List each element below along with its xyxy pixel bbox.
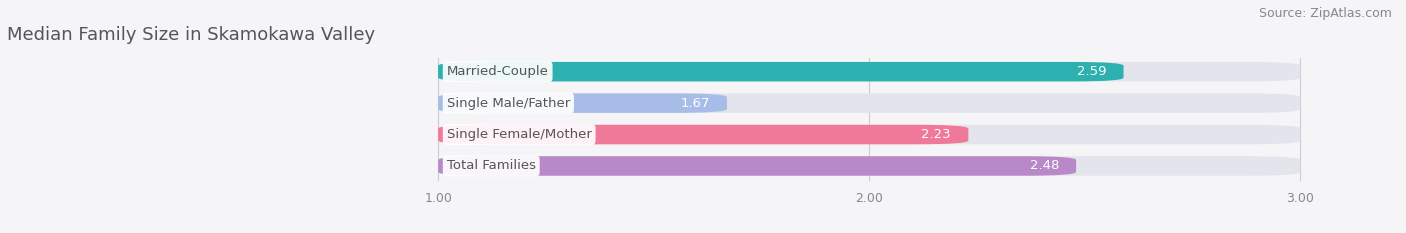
FancyBboxPatch shape bbox=[439, 125, 1301, 144]
Text: Median Family Size in Skamokawa Valley: Median Family Size in Skamokawa Valley bbox=[7, 26, 375, 44]
Text: Married-Couple: Married-Couple bbox=[447, 65, 548, 78]
FancyBboxPatch shape bbox=[439, 156, 1076, 176]
Text: 2.48: 2.48 bbox=[1029, 159, 1059, 172]
Text: 1.67: 1.67 bbox=[681, 97, 710, 110]
Text: 2.23: 2.23 bbox=[921, 128, 950, 141]
FancyBboxPatch shape bbox=[439, 93, 1301, 113]
Text: Total Families: Total Families bbox=[447, 159, 536, 172]
FancyBboxPatch shape bbox=[439, 62, 1123, 81]
Text: Source: ZipAtlas.com: Source: ZipAtlas.com bbox=[1258, 7, 1392, 20]
FancyBboxPatch shape bbox=[439, 125, 969, 144]
FancyBboxPatch shape bbox=[439, 93, 727, 113]
Text: Single Female/Mother: Single Female/Mother bbox=[447, 128, 592, 141]
FancyBboxPatch shape bbox=[439, 62, 1301, 81]
FancyBboxPatch shape bbox=[439, 156, 1301, 176]
Text: 2.59: 2.59 bbox=[1077, 65, 1107, 78]
Text: Single Male/Father: Single Male/Father bbox=[447, 97, 569, 110]
